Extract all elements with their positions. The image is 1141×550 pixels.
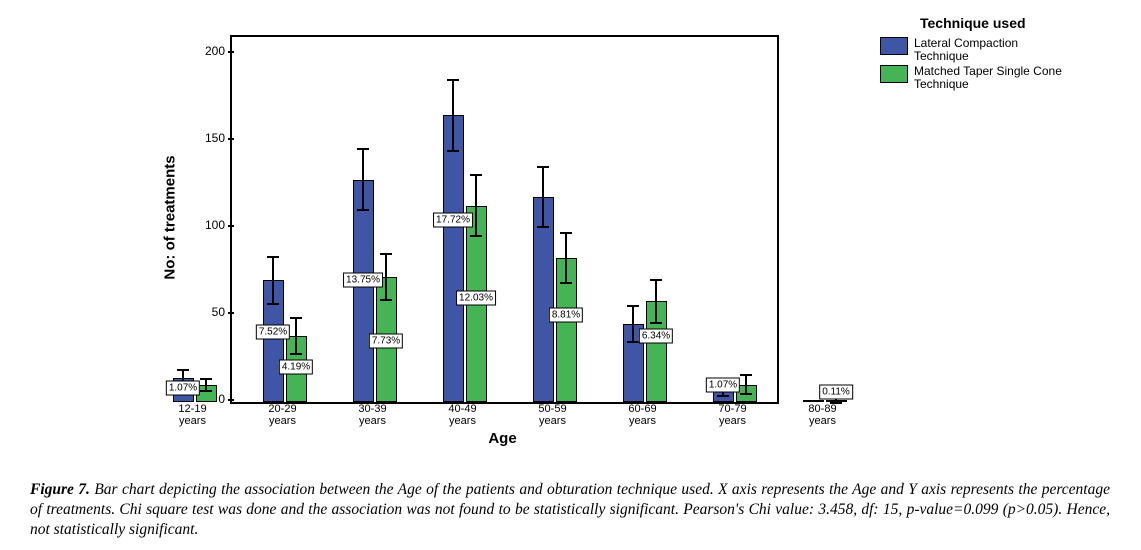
pct-label: 1.07% <box>706 377 740 392</box>
x-axis-title: Age <box>230 430 775 447</box>
errorbar-1-6 <box>745 374 747 395</box>
legend-items: Lateral CompactionTechniqueMatched Taper… <box>880 37 1110 91</box>
pct-label: 0.11% <box>819 384 853 399</box>
legend-item-0: Lateral CompactionTechnique <box>880 37 1110 63</box>
ytick-mark <box>228 51 234 53</box>
errorbar-0-4 <box>542 166 544 229</box>
bar-0-3 <box>443 115 464 402</box>
caption-text: Bar chart depicting the association betw… <box>30 481 1110 538</box>
xtick-label: 50-59years <box>523 403 583 427</box>
ytick-mark <box>228 399 234 401</box>
chart-container: No: of treatments 1.07%7.52%4.19%13.75%7… <box>140 15 860 455</box>
legend-swatch <box>880 37 908 55</box>
xtick-label: 30-39years <box>343 403 403 427</box>
errorbar-0-5 <box>632 305 634 343</box>
pct-label: 13.75% <box>343 273 383 288</box>
xtick-label: 40-49years <box>433 403 493 427</box>
ytick-label: 150 <box>175 131 225 145</box>
xtick-label: 80-89years <box>793 403 853 427</box>
legend: Technique used Lateral CompactionTechniq… <box>880 15 1110 93</box>
pct-label: 4.19% <box>279 360 313 375</box>
ytick-mark <box>228 225 234 227</box>
pct-label: 17.72% <box>433 212 473 227</box>
legend-item-1: Matched Taper Single ConeTechnique <box>880 65 1110 91</box>
legend-label: Lateral CompactionTechnique <box>914 37 1018 63</box>
pct-label: 8.81% <box>549 308 583 323</box>
errorbar-0-2 <box>362 148 364 211</box>
ytick-label: 100 <box>175 218 225 232</box>
errorbar-1-0 <box>205 378 207 392</box>
errorbar-1-5 <box>655 279 657 324</box>
ytick-mark <box>228 312 234 314</box>
figure-caption: Figure 7. Bar chart depicting the associ… <box>30 480 1110 540</box>
errorbar-1-2 <box>385 253 387 302</box>
errorbar-1-3 <box>475 174 477 237</box>
pct-label: 7.52% <box>256 325 290 340</box>
pct-label: 7.73% <box>369 334 403 349</box>
legend-label: Matched Taper Single ConeTechnique <box>914 65 1062 91</box>
errorbar-0-1 <box>272 256 274 305</box>
xtick-label: 70-79years <box>703 403 763 427</box>
ytick-label: 50 <box>175 305 225 319</box>
bar-0-2 <box>353 180 374 402</box>
pct-label: 6.34% <box>639 328 673 343</box>
xtick-label: 12-19years <box>163 403 223 427</box>
legend-swatch <box>880 65 908 83</box>
bar-0-7 <box>803 400 824 402</box>
errorbar-0-3 <box>452 79 454 152</box>
ytick-label: 200 <box>175 44 225 58</box>
pct-label: 12.03% <box>456 290 496 305</box>
errorbar-1-4 <box>565 232 567 284</box>
caption-prefix: Figure 7. <box>30 481 90 498</box>
errorbar-1-1 <box>295 317 297 355</box>
ytick-mark <box>228 138 234 140</box>
xtick-label: 20-29years <box>253 403 313 427</box>
legend-title: Technique used <box>920 15 1110 31</box>
xtick-label: 60-69years <box>613 403 673 427</box>
plot-area: 1.07% 7.52% 4.19% 13.75% 7.73% 17.72% 12.03% 8.… <box>230 35 779 404</box>
